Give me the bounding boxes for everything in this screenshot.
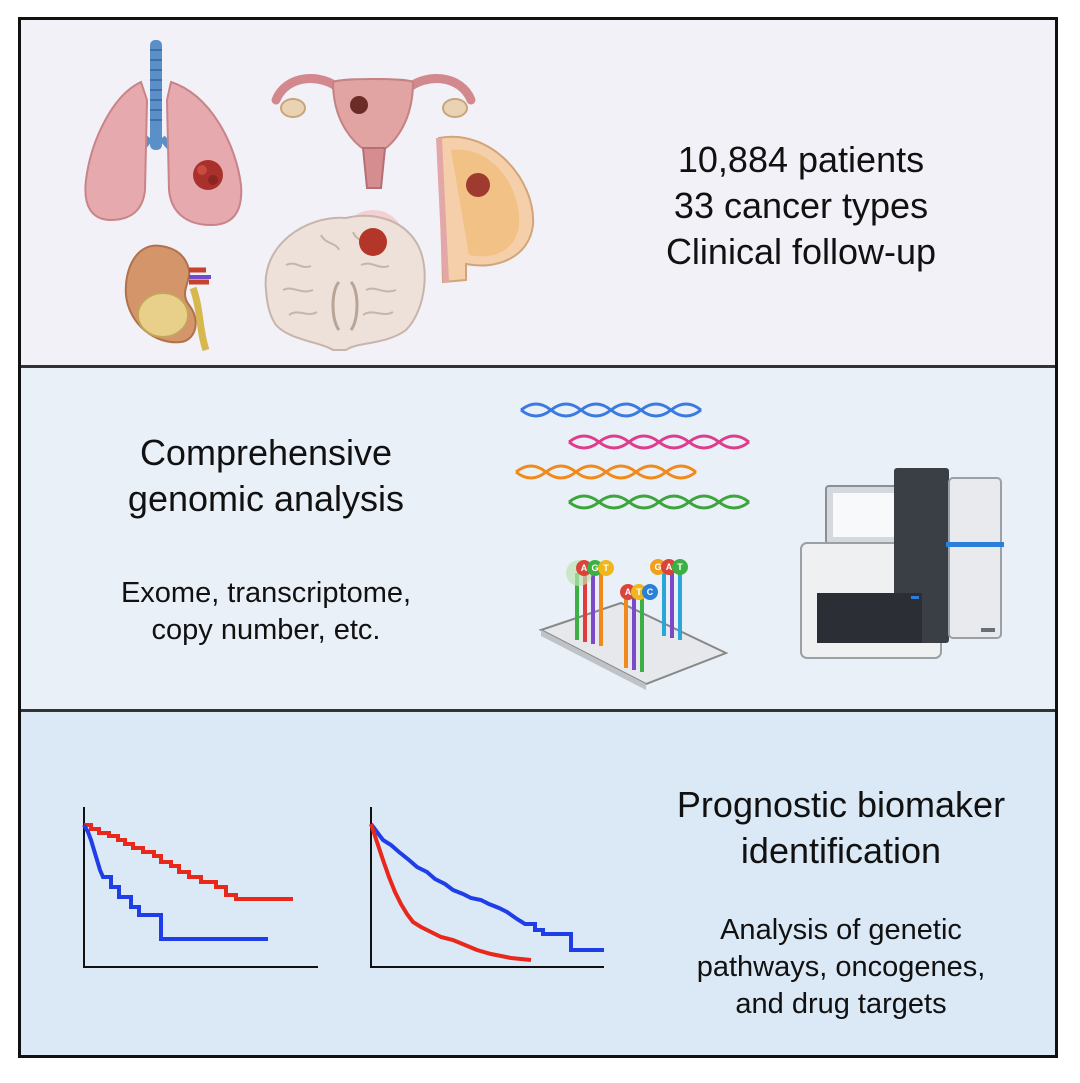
breast-icon <box>436 135 535 284</box>
panel-divider-1 <box>21 365 1055 368</box>
seq-letter-5: T <box>636 587 642 597</box>
seq-letter-6: C <box>647 587 654 597</box>
prognosis-subtitle-line2: pathways, oncogenes, <box>696 951 986 984</box>
prognosis-title-line2: identification <box>740 830 942 872</box>
plot-1-axes <box>83 807 318 968</box>
kidney-icon <box>124 244 211 352</box>
survival-plot-2 <box>369 807 604 968</box>
seq-letter-7: G <box>654 562 661 572</box>
cohort-summary: 10,884 patients 33 cancer types Clinical… <box>611 137 991 275</box>
seq-letter-9: T <box>677 562 683 572</box>
prognosis-title: Prognostic biomaker identification <box>651 782 1031 874</box>
seq-letter-1: A <box>581 563 588 573</box>
prognosis-panel: Prognostic biomaker identification Analy… <box>21 712 1055 1055</box>
survival-plot-1 <box>82 807 318 968</box>
genomics-panel: Comprehensive genomic analysis Exome, tr… <box>21 368 1055 712</box>
seq-letter-4: A <box>625 587 632 597</box>
prognosis-title-line1: Prognostic biomaker <box>676 784 1006 825</box>
plot-1-series-b <box>82 824 268 941</box>
cancer-types-text: 33 cancer types <box>673 185 929 227</box>
prognosis-subtitle-line1: Analysis of genetic <box>720 914 962 946</box>
genomics-subtitle-line2: copy number, etc. <box>151 614 381 647</box>
seq-letter-2: G <box>591 563 598 573</box>
seq-letter-3: T <box>603 563 609 573</box>
seq-letter-8: A <box>666 562 673 572</box>
brain-icon <box>264 210 426 351</box>
sequencer-machine-icon <box>800 468 1004 659</box>
uterus-icon <box>271 74 476 189</box>
genomics-subtitle: Exome, transcriptome, copy number, etc. <box>76 575 456 649</box>
genomics-subtitle-line1: Exome, transcriptome, <box>120 577 412 609</box>
clinical-followup-text: Clinical follow-up <box>665 231 937 273</box>
plot-2-series-a <box>369 823 532 962</box>
cohort-panel: 10,884 patients 33 cancer types Clinical… <box>21 20 1055 368</box>
plot-1-series-a <box>84 823 293 901</box>
genomics-title: Comprehensive genomic analysis <box>86 430 446 522</box>
panel-divider-2 <box>21 709 1055 712</box>
prognosis-subtitle-line3: and drug targets <box>735 988 947 1021</box>
lung-icon <box>84 40 243 227</box>
plot-2-axes <box>370 807 604 968</box>
prognosis-subtitle: Analysis of genetic pathways, oncogenes,… <box>651 912 1031 1023</box>
genomics-title-line1: Comprehensive <box>139 432 393 473</box>
genomics-title-line2: genomic analysis <box>127 478 405 520</box>
sequencing-chip-icon: A G T A T C G A T <box>538 559 729 690</box>
graphical-abstract-frame: 10,884 patients 33 cancer types Clinical… <box>18 17 1058 1058</box>
dna-strands-icon <box>515 402 750 510</box>
patients-count-text: 10,884 patients <box>677 139 925 180</box>
plot-2-series-b <box>369 822 604 952</box>
